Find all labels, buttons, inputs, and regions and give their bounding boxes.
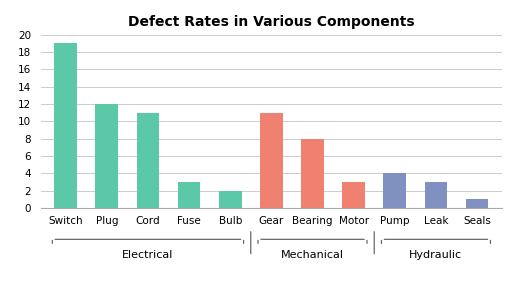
Bar [178,182,200,208]
Bar [95,104,118,208]
Bar [424,182,447,208]
Bar [219,191,242,208]
Text: Mechanical: Mechanical [281,250,344,260]
Bar [301,139,324,208]
Text: Hydraulic: Hydraulic [410,250,462,260]
Title: Defect Rates in Various Components: Defect Rates in Various Components [128,15,415,29]
Text: Electrical: Electrical [122,250,174,260]
Bar [260,113,283,208]
Bar [466,199,488,208]
Bar [383,173,406,208]
Bar [343,182,365,208]
Bar [137,113,159,208]
Bar [54,43,77,208]
